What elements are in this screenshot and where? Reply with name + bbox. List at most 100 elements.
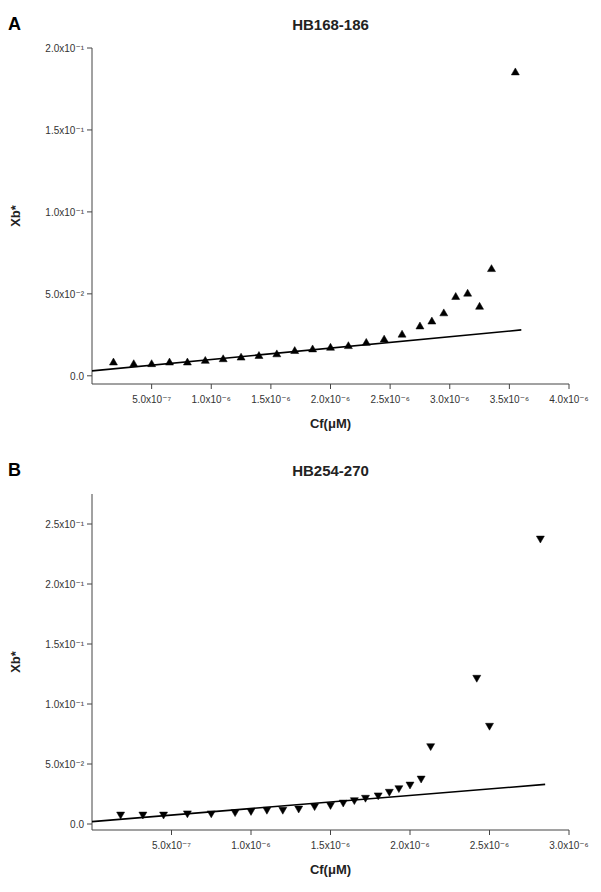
y-tick-label: 5.0x10⁻² [45,759,84,770]
x-tick-label: 1.5x10⁻⁶ [311,840,350,851]
x-tick [171,830,172,835]
data-point [160,812,168,819]
data-point [536,536,544,543]
data-point [344,342,352,349]
y-tick-label: 2.0x10⁻¹ [45,43,84,54]
y-tick-label: 1.0x10⁻¹ [45,699,84,710]
axes: 5.0x10⁻⁷ 1.0x10⁻⁶ 1.5x10⁻⁶ 2.0x10⁻⁶ 2.5x10⁻⁶… [45,494,588,851]
data-point [291,347,299,354]
panel-label: B [8,460,21,480]
data-point [237,353,245,360]
y-tick-label: 1.5x10⁻¹ [45,639,84,650]
data-point [109,358,117,365]
data-point [476,302,484,309]
x-tick-label: 4.0x10⁻⁶ [549,394,588,405]
x-tick-label: 2.5x10⁻⁶ [470,840,509,851]
data-point [486,723,494,730]
y-axis-line [92,494,93,830]
data-point [166,358,174,365]
y-tick [87,375,92,376]
x-tick [569,830,570,835]
data-point [327,802,335,809]
y-tick [87,293,92,294]
x-tick-label: 2.5x10⁻⁶ [370,394,409,405]
regression-line [92,330,521,371]
y-tick-label: 0.0 [70,371,84,382]
x-axis-label: Cf(μM) [310,862,351,877]
x-tick [509,384,510,389]
data-point [311,804,319,811]
panel-label: A [8,14,21,34]
data-point [473,675,481,682]
data-point [416,322,424,329]
data-point [327,343,335,350]
y-tick-label: 1.0x10⁻¹ [45,207,84,218]
figure: HB168-186 A 5.0x10⁻⁷ 1.0x10⁻⁶ 1.5x10⁻⁶ 2.0x10… [0,0,601,892]
data-point [374,793,382,800]
x-tick [270,384,271,389]
data-point [452,293,460,300]
x-tick [569,384,570,389]
x-tick-label: 5.0x10⁻⁷ [132,394,171,405]
data-point [231,810,239,817]
x-tick-label: 1.0x10⁻⁶ [192,394,231,405]
y-tick-label: 0.0 [70,819,84,830]
data-point [464,289,472,296]
data-point [255,352,263,359]
y-tick [87,764,92,765]
y-tick [87,584,92,585]
x-tick [489,830,490,835]
data-point [398,330,406,337]
data-point [339,800,347,807]
data-point [273,350,281,357]
x-tick-label: 5.0x10⁻⁷ [152,840,191,851]
y-tick [87,824,92,825]
y-tick [87,524,92,525]
x-axis-label: Cf(μM) [310,416,351,431]
x-tick-label: 2.0x10⁻⁶ [390,840,429,851]
regression-line [92,784,545,821]
x-tick-label: 1.5x10⁻⁶ [251,394,290,405]
data-point [487,265,495,272]
x-tick-label: 1.0x10⁻⁶ [231,840,270,851]
y-tick-label: 2.0x10⁻¹ [45,579,84,590]
panel: HB254-270 B 5.0x10⁻⁷ 1.0x10⁻⁶ 1.5x10⁻⁶ 2.0x10… [8,460,589,877]
x-tick [251,830,252,835]
x-tick-label: 3.0x10⁻⁶ [549,840,588,851]
data-point [385,789,393,796]
data-point [247,808,255,815]
page: {"chart_data": [ {"type": "scatter", "ti… [0,0,601,892]
y-tick [87,129,92,130]
data-point [350,798,358,805]
title: HB254-270 [292,462,369,479]
data-point [148,360,156,367]
data-point [130,360,138,367]
x-tick [410,830,411,835]
data-point [361,795,369,802]
plot-area [92,68,521,371]
data-point [417,776,425,783]
data-point [263,807,271,814]
x-tick [330,384,331,389]
y-tick [87,644,92,645]
data-point [380,335,388,342]
x-tick-label: 2.0x10⁻⁶ [311,394,350,405]
plot-area [92,536,545,822]
data-point [427,744,435,751]
data-point [428,317,436,324]
x-tick [330,830,331,835]
y-tick-label: 2.5x10⁻¹ [45,519,84,530]
x-tick [151,384,152,389]
data-point [406,782,414,789]
y-tick [87,704,92,705]
data-point [219,355,227,362]
y-axis-label: Xb* [8,650,23,673]
data-point [279,807,287,814]
data-point [201,356,209,363]
y-tick-label: 1.5x10⁻¹ [45,125,84,136]
data-point [362,338,370,345]
title: HB168-186 [292,16,369,33]
axes: 5.0x10⁻⁷ 1.0x10⁻⁶ 1.5x10⁻⁶ 2.0x10⁻⁶ 2.5x10⁻⁶… [45,43,588,405]
x-tick [211,384,212,389]
data-point [309,345,317,352]
